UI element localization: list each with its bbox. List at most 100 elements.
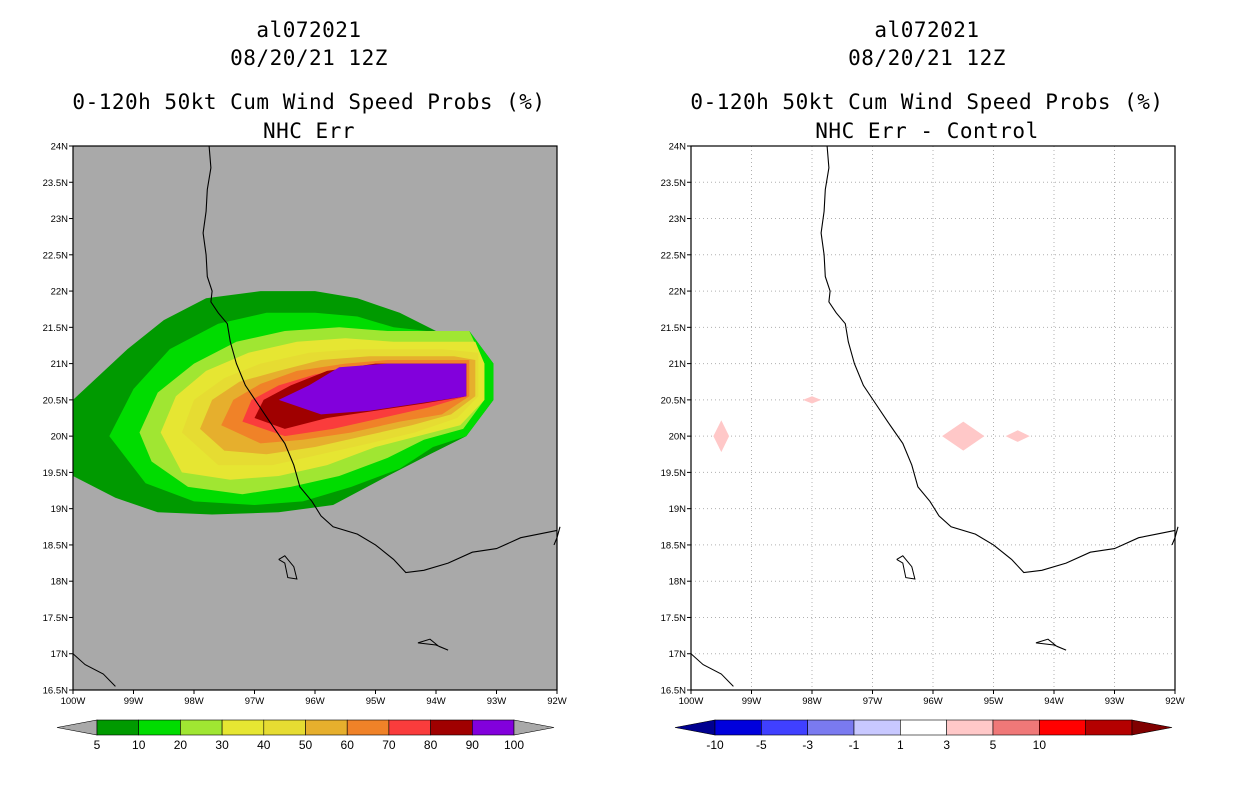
right-y-tick-label: 21.5N: [661, 323, 686, 334]
left-x-tick-label: 93W: [487, 696, 507, 707]
right-grid: [691, 146, 1175, 690]
right-chart: 16.5N 17N 17.5N 18N 18.5N 19N 19.5N 20N 20.5N 21N…: [661, 142, 1185, 753]
right-colorbar-segment: [900, 719, 947, 736]
left-y-tick-label: 23.5N: [43, 178, 68, 189]
left-lake-outline-south: [417, 638, 449, 651]
left-chart: 16.5N 17N 17.5N 18N 18.5N 19N 19.5N 20N 20.5N 21N…: [43, 142, 567, 753]
right-plot-frame: [690, 145, 1176, 691]
right-y-tick-label: 19N: [669, 504, 687, 515]
left-probability-field: [73, 291, 494, 515]
right-colorbar-label: -3: [802, 738, 813, 752]
right-colorbar-segment: [761, 719, 808, 736]
left-x-tick-label: 96W: [305, 696, 325, 707]
right-y-tick-label: 23N: [669, 214, 687, 225]
right-colorbar-under-triangle: [674, 719, 716, 736]
left-colorbar-segment: [430, 719, 473, 736]
left-panel: al072021 08/20/21 12Z 0-120h 50kt Cum Wi…: [43, 18, 567, 753]
right-colorbar-segment: [1085, 719, 1133, 736]
left-y-tick-label: 21N: [51, 359, 69, 370]
right-difference-patch: [1005, 430, 1030, 442]
left-y-tick-label: 20.5N: [43, 395, 68, 406]
right-x-tick-label: 99W: [742, 696, 762, 707]
left-title-datetime: 08/20/21 12Z: [230, 46, 388, 70]
right-colorbar-segment: [714, 719, 762, 736]
left-x-tick-label: 97W: [245, 696, 265, 707]
left-y-tick-label: 19.5N: [43, 468, 68, 479]
right-y-tick-label: 16.5N: [661, 686, 686, 697]
right-colorbar-segment: [992, 719, 1040, 736]
left-colorbar-label: 5: [94, 738, 101, 752]
right-y-tick-label: 19.5N: [661, 468, 686, 479]
right-x-tick-label: 98W: [802, 696, 822, 707]
left-x-tick-label: 92W: [547, 696, 567, 707]
right-y-tick-label: 18N: [669, 577, 687, 588]
right-colorbar-label: 10: [1033, 738, 1047, 752]
left-y-tick-label: 22N: [51, 287, 69, 298]
right-x-tick-label: 100W: [679, 696, 704, 707]
left-title-storm-id: al072021: [256, 18, 362, 42]
left-x-tick-label: 99W: [124, 696, 144, 707]
right-difference-field: [713, 396, 1030, 453]
right-lake-outline: [896, 555, 916, 580]
left-colorbar-under-triangle: [56, 719, 98, 736]
right-colorbar-label: 1: [897, 738, 904, 752]
left-colorbar-segment: [138, 719, 181, 736]
right-y-tick-label: 23.5N: [661, 178, 686, 189]
right-title-storm-id: al072021: [874, 18, 980, 42]
left-x-tick-label: 94W: [426, 696, 446, 707]
right-x-tick-label: 92W: [1165, 696, 1185, 707]
left-x-tick-label: 98W: [184, 696, 204, 707]
right-colorbar-label: 5: [990, 738, 997, 752]
left-title-product: 0-120h 50kt Cum Wind Speed Probs (%): [72, 90, 546, 114]
left-y-tick-label: 23N: [51, 214, 69, 225]
left-colorbar-over-triangle: [513, 719, 555, 736]
left-colorbar-label: 100: [504, 738, 524, 752]
right-x-tick-label: 93W: [1105, 696, 1125, 707]
right-x-tick-label: 97W: [863, 696, 883, 707]
left-colorbar-segment: [180, 719, 223, 736]
right-y-tick-label: 24N: [669, 142, 687, 153]
left-y-tick-label: 18.5N: [43, 540, 68, 551]
right-colorbar-over-triangle: [1131, 719, 1173, 736]
right-x-tick-label: 94W: [1044, 696, 1064, 707]
left-colorbar-label: 10: [132, 738, 146, 752]
left-colorbar-segment: [388, 719, 431, 736]
right-colorbar-segment: [807, 719, 855, 736]
left-y-tick-label: 17N: [51, 649, 69, 660]
right-y-tick-label: 20N: [669, 432, 687, 443]
left-y-tick-label: 18N: [51, 577, 69, 588]
left-plot-frame: [72, 145, 558, 691]
left-y-tick-label: 19N: [51, 504, 69, 515]
left-y-tick-label: 22.5N: [43, 250, 68, 261]
right-x-tick-label: 96W: [923, 696, 943, 707]
left-x-tick-label: 100W: [61, 696, 86, 707]
left-title-subtitle: NHC Err: [262, 119, 355, 143]
left-colorbar-label: 50: [299, 738, 313, 752]
left-colorbar-segment: [221, 719, 265, 736]
left-y-tick-label: 16.5N: [43, 686, 68, 697]
right-panel: al072021 08/20/21 12Z 0-120h 50kt Cum Wi…: [618, 0, 1236, 800]
left-y-tick-label: 20N: [51, 432, 69, 443]
right-colorbar-segment: [1039, 719, 1086, 736]
right-lake-outline-south: [1035, 638, 1067, 651]
right-colorbar-label: -5: [756, 738, 767, 752]
left-colorbar-label: 60: [341, 738, 355, 752]
left-y-tick-label: 24N: [51, 142, 69, 153]
left-coastline: [202, 145, 558, 574]
right-colorbar-segment: [853, 719, 901, 736]
left-colorbar-label: 80: [424, 738, 438, 752]
left-colorbar-segment: [471, 719, 515, 736]
left-colorbar-label: 20: [174, 738, 188, 752]
right-colorbar-label: -10: [706, 738, 724, 752]
right-difference-patch: [802, 396, 822, 404]
right-coastline-southwest: [690, 653, 734, 687]
left-colorbar-label: 90: [466, 738, 480, 752]
left-y-tick-label: 17.5N: [43, 613, 68, 624]
left-colorbar-segment: [346, 719, 390, 736]
right-colorbar-label: -1: [849, 738, 860, 752]
right-colorbar-label: 3: [943, 738, 950, 752]
right-y-tick-label: 17.5N: [661, 613, 686, 624]
right-y-tick-label: 22.5N: [661, 250, 686, 261]
left-colorbar-segment: [96, 719, 140, 736]
left-contour-level-90: [278, 363, 467, 415]
